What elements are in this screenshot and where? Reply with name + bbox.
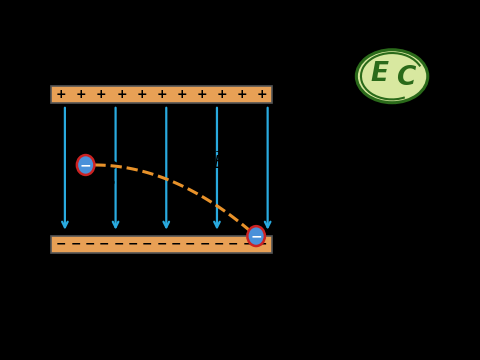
Text: +: + xyxy=(116,88,127,101)
Text: +: + xyxy=(56,88,67,101)
Text: −: − xyxy=(228,238,239,251)
Text: −: − xyxy=(250,229,262,243)
Text: +: + xyxy=(257,88,267,101)
Ellipse shape xyxy=(356,50,428,103)
Text: $a = \dfrac{qE}{m}$: $a = \dfrac{qE}{m}$ xyxy=(354,131,412,167)
Text: −: − xyxy=(257,238,267,251)
Bar xyxy=(51,236,272,253)
Text: +: + xyxy=(177,88,187,101)
Text: −: − xyxy=(99,238,109,251)
Text: −: − xyxy=(142,238,153,251)
Text: +: + xyxy=(156,88,167,101)
Text: Calcular la aceleración del electrón y el tiempo que: Calcular la aceleración del electrón y e… xyxy=(67,25,413,39)
Text: −: − xyxy=(113,238,124,251)
Text: $\vec{E}$: $\vec{E}$ xyxy=(213,151,226,174)
Text: $q_o$: $q_o$ xyxy=(24,157,41,173)
Text: −: − xyxy=(214,238,224,251)
Text: −: − xyxy=(242,238,253,251)
Text: −: − xyxy=(56,238,66,251)
Text: −: − xyxy=(171,238,181,251)
Text: $v_o$: $v_o$ xyxy=(100,175,116,189)
Text: +: + xyxy=(216,88,227,101)
Text: +: + xyxy=(136,88,147,101)
Bar xyxy=(51,86,272,103)
Text: −: − xyxy=(70,238,81,251)
Text: −: − xyxy=(156,238,167,251)
Text: −: − xyxy=(200,238,210,251)
Text: 0,1m: 0,1m xyxy=(146,48,178,61)
Text: +: + xyxy=(96,88,107,101)
Text: +: + xyxy=(237,88,247,101)
Text: −: − xyxy=(128,238,138,251)
Text: C: C xyxy=(396,66,416,91)
Text: $x = v_0 t$: $x = v_0 t$ xyxy=(352,212,414,232)
Text: −: − xyxy=(80,158,92,172)
Text: +: + xyxy=(76,88,86,101)
Text: tarda en recorrer las placas: tarda en recorrer las placas xyxy=(146,45,334,58)
Ellipse shape xyxy=(77,155,95,175)
Text: −: − xyxy=(84,238,95,251)
Text: −: − xyxy=(185,238,196,251)
Ellipse shape xyxy=(247,226,265,246)
Text: +: + xyxy=(196,88,207,101)
Text: E: E xyxy=(371,61,389,87)
Text: $\vec{F}_e$: $\vec{F}_e$ xyxy=(97,110,113,131)
